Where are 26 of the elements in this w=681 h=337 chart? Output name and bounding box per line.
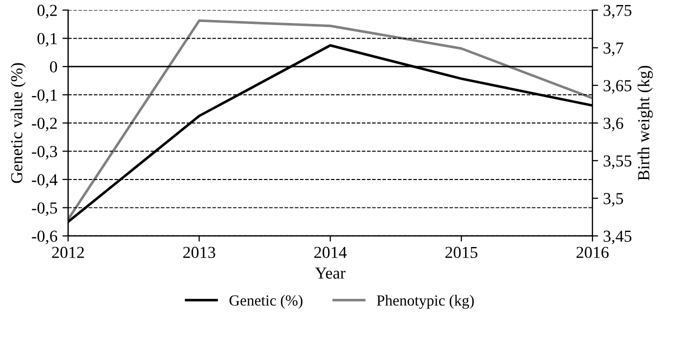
- y2-tick-label: 3,55: [604, 155, 632, 169]
- legend-label: Phenotypic (kg): [376, 294, 474, 309]
- y-tick-label: -0,5: [32, 202, 58, 216]
- y2-tick-label: 3,45: [604, 230, 632, 244]
- y-tick-label: 0: [50, 61, 58, 73]
- y2-tick-label: 3,75: [604, 4, 632, 18]
- x-tick-label: 2013: [183, 246, 216, 258]
- legend-label: Genetic (%): [230, 294, 302, 309]
- x-tick-label: 2015: [445, 246, 478, 258]
- y-tick-label: -0,4: [32, 174, 58, 188]
- y-tick-label: -0,6: [32, 230, 58, 244]
- y2-tick-label: 3,6: [604, 118, 624, 132]
- y-tick-label: 0,2: [37, 4, 57, 18]
- y-tick-label: -0,3: [32, 146, 58, 160]
- y-tick-label: 0,1: [37, 33, 57, 47]
- y2-tick-label: 3,65: [604, 80, 632, 94]
- y2-tick-label: 3,5: [604, 193, 624, 207]
- y-tick-label: -0,1: [32, 89, 57, 104]
- y2-axis-title: Birth weight (kg): [638, 66, 653, 180]
- x-tick-label: 2016: [576, 246, 609, 258]
- y-tick-label: -0,2: [32, 118, 57, 132]
- x-tick-label: 2014: [314, 246, 347, 258]
- y2-tick-label: 3,7: [604, 42, 624, 56]
- x-axis-title: Year: [315, 268, 346, 279]
- y-axis-title: Genetic value (%): [10, 63, 26, 183]
- x-tick-label: 2012: [52, 246, 84, 258]
